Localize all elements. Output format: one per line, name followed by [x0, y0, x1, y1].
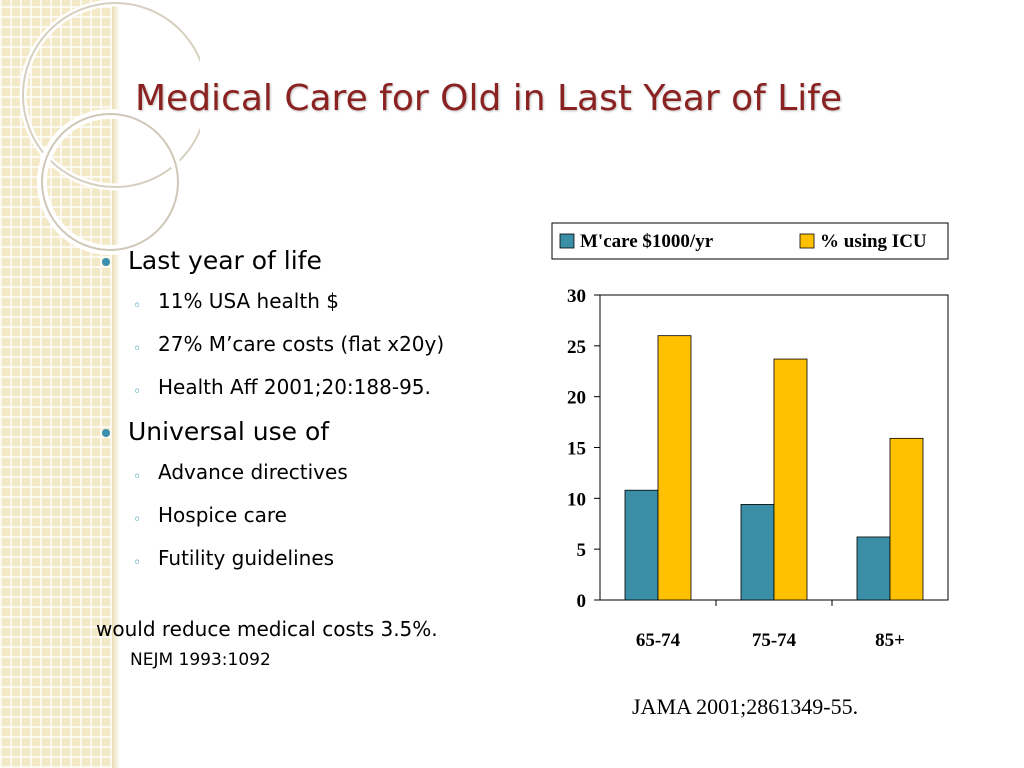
bar-icu-0	[657, 335, 692, 601]
chart-legend	[551, 222, 949, 260]
bar-icu-2	[889, 437, 924, 601]
decorative-circles	[19, 0, 200, 255]
legend-swatch-0	[559, 233, 575, 249]
sub-bullet-text: Health Aff 2001;20:188-95.	[158, 375, 431, 399]
sub-bullet-ring-icon: ◦	[133, 298, 142, 314]
bullet-item: Universal use of	[100, 417, 530, 447]
sub-bullet-item: ◦ Advance directives	[100, 459, 530, 485]
bullet-text: Universal use of	[128, 417, 330, 446]
x-tick-label: 75-74	[752, 630, 797, 651]
sub-bullet-ring-icon: ◦	[133, 555, 142, 571]
bar-mcare-1	[740, 504, 775, 601]
sub-bullet-item: ◦ Futility guidelines	[100, 545, 530, 571]
decorative-grid-strip	[0, 0, 112, 768]
bar-mcare-0	[624, 489, 659, 601]
legend-swatch-1	[799, 233, 815, 249]
sub-bullet-item: ◦ 27% M’care costs (flat x20y)	[100, 331, 530, 357]
sub-bullet-text: 11% USA health $	[158, 289, 339, 313]
bullet-dot-icon	[102, 258, 110, 266]
sub-bullet-text: 27% M’care costs (flat x20y)	[158, 332, 445, 356]
sub-bullet-text: Hospice care	[158, 503, 287, 527]
conclusion-text: would reduce medical costs 3.5%.	[96, 617, 438, 641]
y-tick-label: 20	[567, 388, 586, 409]
y-tick-label: 10	[567, 489, 586, 510]
y-tick-label: 15	[567, 439, 586, 460]
sub-bullet-ring-icon: ◦	[133, 512, 142, 528]
legend-label-1: % using ICU	[820, 231, 927, 252]
bar-mcare-2	[856, 536, 891, 601]
bullet-list: Last year of life ◦ 11% USA health $ ◦ 2…	[100, 246, 530, 588]
sub-bullet-item: ◦ Hospice care	[100, 502, 530, 528]
legend-label-0: M'care $1000/yr	[580, 231, 714, 252]
sub-bullet-item: ◦ 11% USA health $	[100, 288, 530, 314]
sub-bullet-item: ◦ Health Aff 2001;20:188-95.	[100, 374, 530, 400]
y-tick-label: 30	[567, 286, 586, 307]
y-tick-label: 5	[577, 540, 587, 561]
y-tick-label: 25	[567, 337, 586, 358]
chart-source-citation: JAMA 2001;2861349-55.	[632, 694, 859, 719]
sub-bullet-ring-icon: ◦	[133, 341, 142, 357]
sub-bullet-text: Advance directives	[158, 460, 348, 484]
citation-text: NEJM 1993:1092	[130, 650, 271, 670]
x-tick-label: 85+	[875, 630, 905, 651]
bullet-text: Last year of life	[128, 246, 322, 275]
bar-icu-1	[773, 358, 808, 601]
y-tick-label: 0	[577, 591, 587, 612]
sub-bullet-text: Futility guidelines	[158, 546, 335, 570]
sub-bullet-ring-icon: ◦	[133, 384, 142, 400]
bullet-item: Last year of life	[100, 246, 530, 276]
sub-bullet-ring-icon: ◦	[133, 469, 142, 485]
slide-title: Medical Care for Old in Last Year of Lif…	[135, 78, 843, 119]
decorative-strip-edge	[112, 0, 120, 768]
x-tick-label: 65-74	[636, 630, 681, 651]
bar-chart: M'care $1000/yr % using ICU 0 5 10 15 20 25 30 65…	[551, 222, 949, 651]
bullet-dot-icon	[102, 429, 110, 437]
